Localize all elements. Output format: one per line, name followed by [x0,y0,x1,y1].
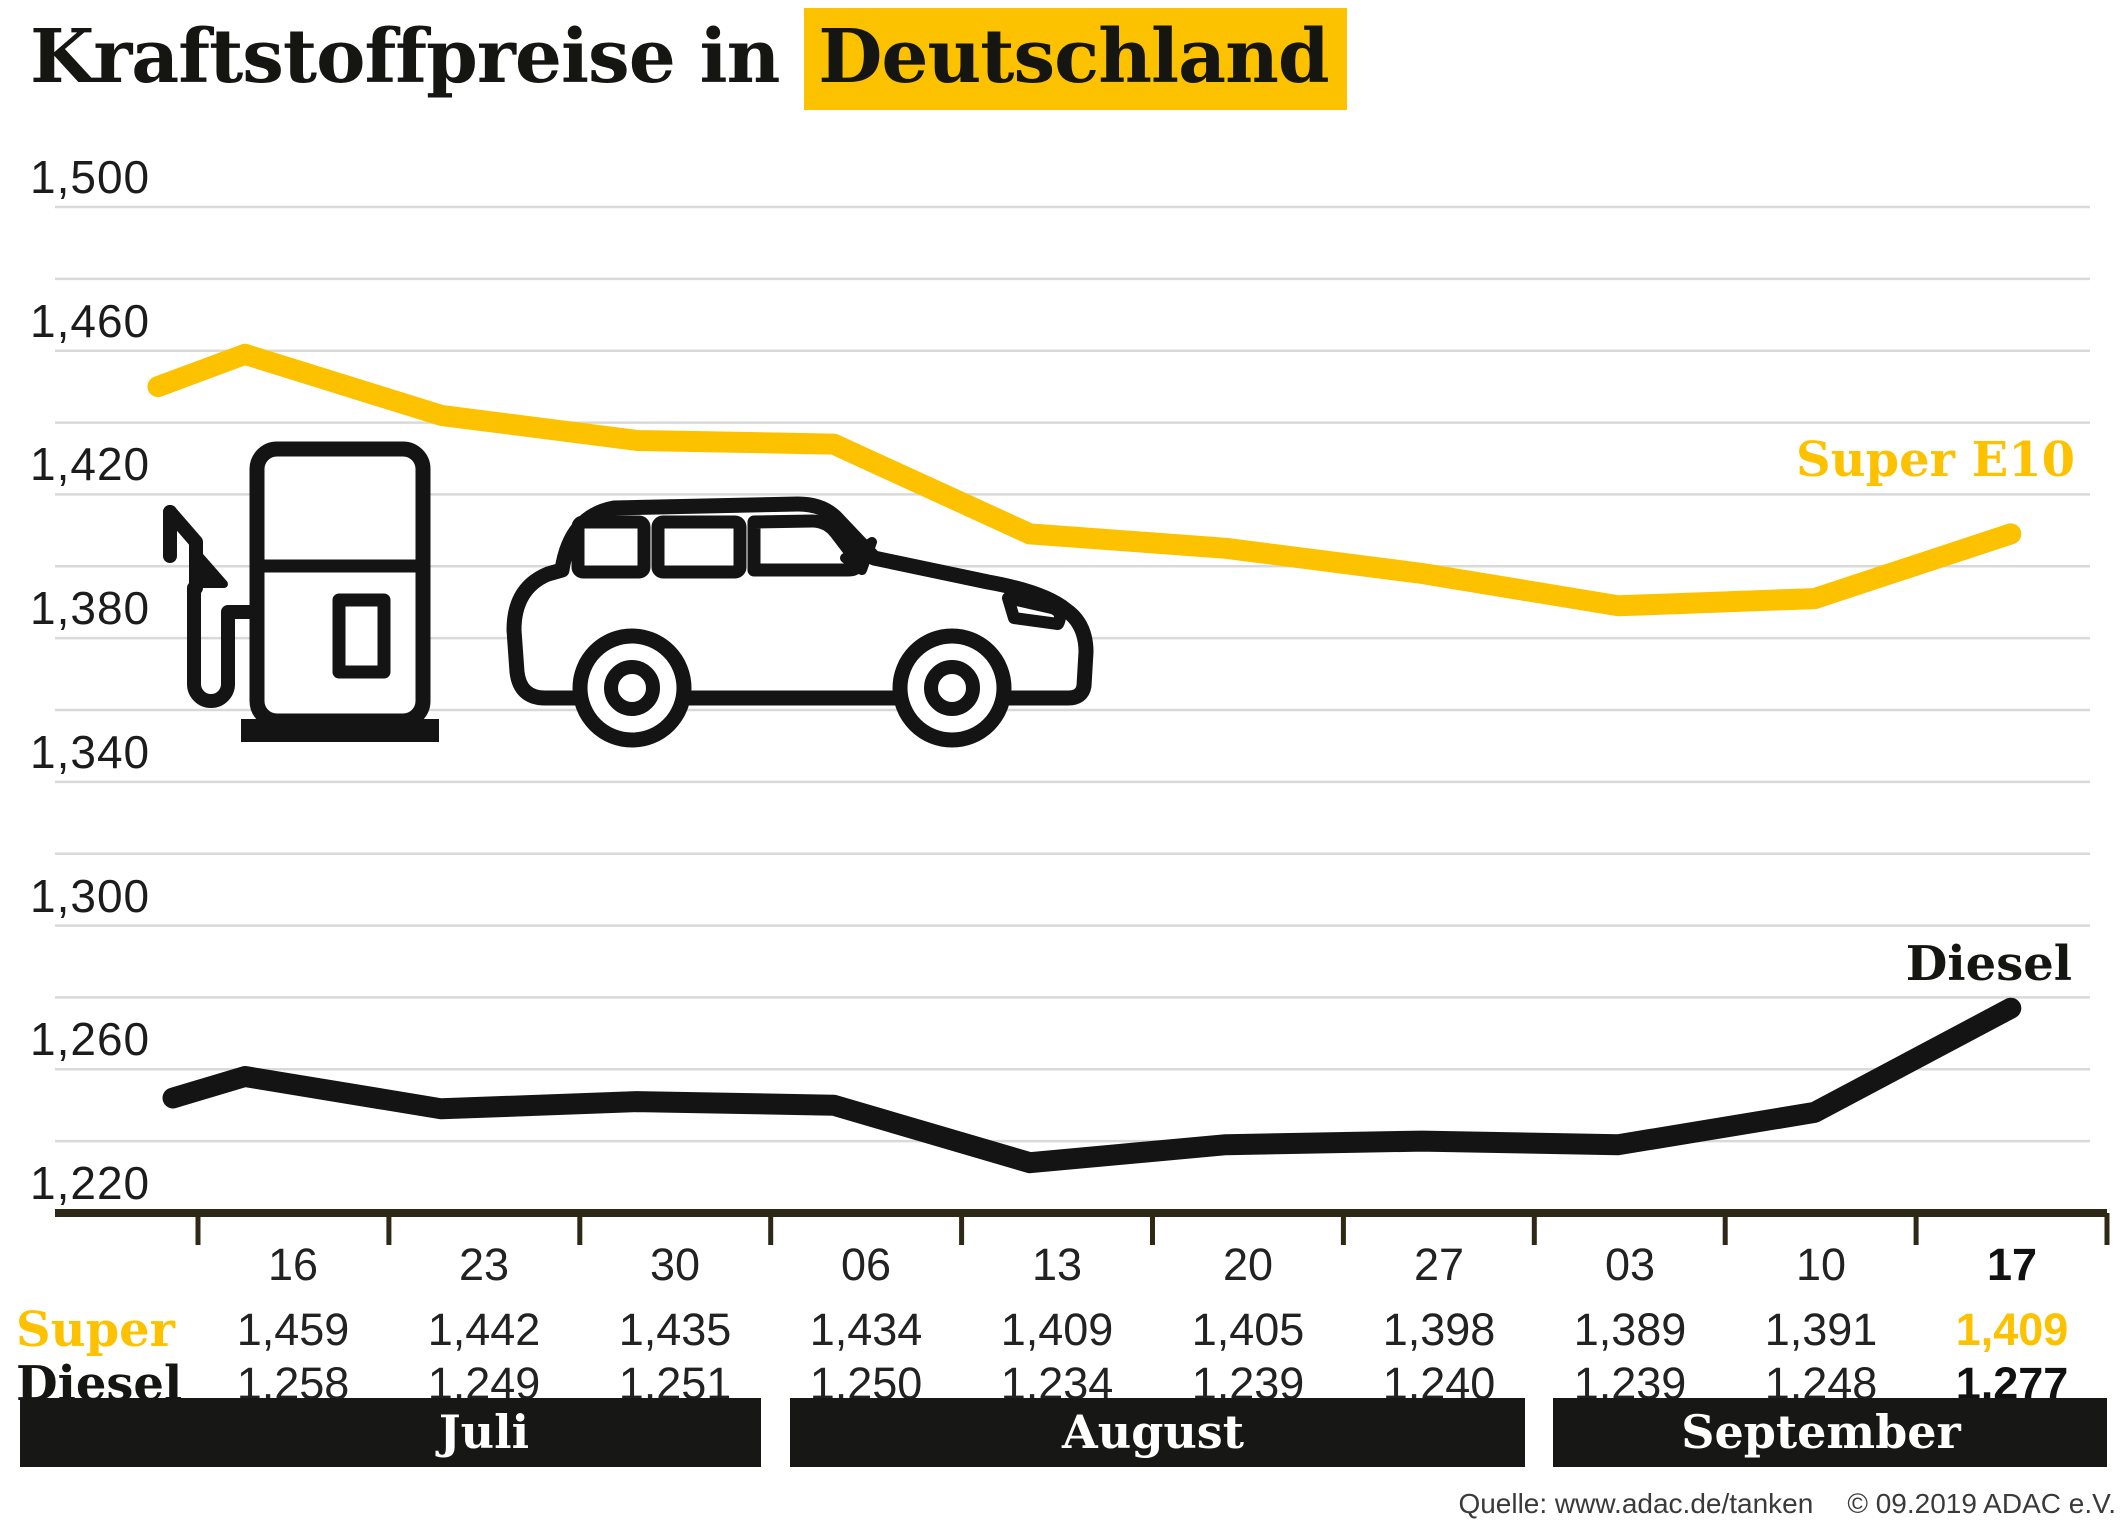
car-icon [506,496,1094,748]
table-cell: 1,409 [1955,1304,2069,1355]
y-axis-label: 1,300 [30,870,151,922]
series-label-diesel: Diesel [1905,936,2072,992]
table-cell: 1,391 [1764,1304,1878,1355]
page-title-prefix: Kraftstoffpreise in [30,14,780,100]
table-cell: 1,389 [1573,1304,1687,1355]
axis-tick [577,1213,583,1245]
fuel-pump-icon [163,441,439,742]
x-axis-label: 30 [649,1239,701,1290]
series-line-diesel [162,997,2022,1174]
month-label-august: August [1062,1405,1244,1459]
axis-tick [768,1213,774,1245]
table-cell: 1,398 [1382,1304,1496,1355]
x-axis [55,1209,2110,1245]
x-axis-label: 27 [1413,1239,1465,1290]
axis-tick [195,1213,201,1245]
axis-tick [386,1213,392,1245]
page-title: Kraftstoffpreise in Deutschland [30,8,1347,110]
month-band-august [790,1398,1525,1467]
x-axis-label: 20 [1222,1239,1274,1290]
x-axis-label: 16 [267,1239,319,1290]
x-axis-label: 13 [1031,1239,1083,1290]
x-axis-label: 06 [840,1239,892,1290]
table-row-label-super: Super [16,1302,175,1358]
axis-tick [1531,1213,1537,1245]
table-cell: 1,434 [809,1304,923,1355]
copyright-text: © 09.2019 ADAC e.V. [1847,1488,2116,1519]
gridlines [55,205,2090,1143]
axis-tick [1913,1213,1919,1245]
page-title-highlight: Deutschland [804,8,1347,110]
table-cell: 1,442 [427,1304,541,1355]
series-line-super-e10 [147,343,2022,617]
y-axis-label: 1,420 [30,438,151,490]
y-axis-label: 1,460 [30,295,151,347]
table-cell: 1,435 [618,1304,732,1355]
y-axis-label: 1,220 [30,1157,151,1209]
axis-tick [959,1213,965,1245]
table-cell: 1,409 [1000,1304,1114,1355]
x-axis-label: 17 [1986,1239,2038,1290]
axis-tick [1340,1213,1346,1245]
x-axis-label: 03 [1604,1239,1656,1290]
table-cell: 1,459 [236,1304,350,1355]
x-axis-label: 10 [1795,1239,1847,1290]
y-axis-label: 1,340 [30,726,151,778]
month-band-september [1553,1398,2107,1467]
x-axis-label: 23 [458,1239,510,1290]
source-line: Quelle: www.adac.de/tanken © 09.2019 ADAC… [1458,1488,2116,1520]
axis-tick [1150,1213,1155,1245]
table-cell: 1,405 [1191,1304,1305,1355]
axis-tick [1722,1213,1728,1245]
y-axis-label: 1,500 [30,151,151,203]
series-label-super-e10: Super E10 [1795,432,2075,488]
month-label-juli: Juli [438,1405,530,1459]
axis-tick [2104,1213,2110,1245]
month-band-juli [20,1398,761,1467]
y-axis-label: 1,260 [30,1013,151,1065]
source-text: Quelle: www.adac.de/tanken [1458,1488,1814,1519]
month-label-september: September [1681,1405,1961,1459]
y-axis-label: 1,380 [30,582,151,634]
